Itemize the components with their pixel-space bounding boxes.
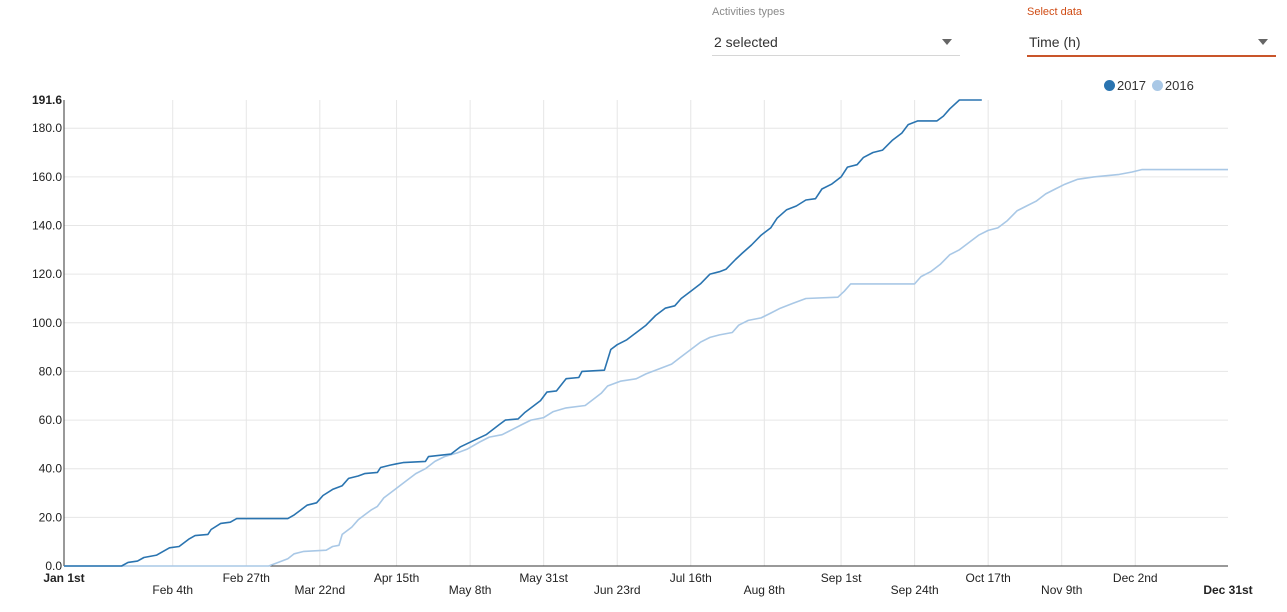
- activities-filter-label: Activities types: [712, 6, 785, 18]
- legend-marker-2016: [1151, 80, 1163, 91]
- x-tick-label: May 8th: [449, 583, 492, 597]
- legend-item-2016[interactable]: 2016: [1151, 78, 1194, 93]
- select-data-filter[interactable]: Select data Time (h): [1027, 5, 1276, 57]
- y-tick-label: 120.0: [32, 267, 62, 281]
- y-tick-label: 160.0: [32, 170, 62, 184]
- select-data-label: Select data: [1027, 6, 1083, 18]
- chevron-down-icon[interactable]: [942, 39, 952, 45]
- x-tick-label: Sep 24th: [891, 583, 939, 597]
- x-tick-label: Nov 9th: [1041, 583, 1082, 597]
- legend-label-2017: 2017: [1117, 78, 1146, 93]
- y-tick-label: 180.0: [32, 121, 62, 135]
- y-tick-label: 0.0: [45, 559, 62, 573]
- activities-select[interactable]: 2 selected: [712, 29, 960, 56]
- y-tick-label: 40.0: [39, 462, 63, 476]
- x-tick-label: Dec 2nd: [1113, 571, 1158, 585]
- chevron-down-icon[interactable]: [1258, 39, 1268, 45]
- y-tick-label: 140.0: [32, 218, 62, 232]
- y-tick-label: 100.0: [32, 316, 62, 330]
- select-data-select[interactable]: Time (h): [1027, 29, 1276, 57]
- x-tick-label: Feb 27th: [223, 571, 270, 585]
- select-data-value: Time (h): [1029, 34, 1081, 50]
- x-tick-label: Jul 16th: [670, 571, 712, 585]
- x-tick-label: Feb 4th: [152, 583, 193, 597]
- legend-item-2017[interactable]: 2017: [1104, 78, 1146, 93]
- x-tick-label: Mar 22nd: [294, 583, 345, 597]
- x-tick-label: Apr 15th: [374, 571, 419, 585]
- y-tick-label: 80.0: [39, 364, 63, 378]
- legend-marker-2017: [1104, 80, 1115, 91]
- x-tick-label: May 31st: [519, 571, 568, 585]
- legend-label-2016: 2016: [1164, 78, 1194, 93]
- y-tick-label: 191.6: [32, 93, 62, 107]
- y-tick-label: 60.0: [39, 413, 63, 427]
- series-line-2016: [64, 168, 1228, 567]
- y-tick-label: 20.0: [39, 510, 63, 524]
- activities-select-value: 2 selected: [714, 34, 778, 50]
- cumulative-time-chart: 0.0 20.0 40.0 60.0 80.0 100.0 120.0 140.0 160.0 1…: [32, 93, 1253, 597]
- series-line-2017: [64, 99, 982, 567]
- x-tick-label: Aug 8th: [744, 583, 785, 597]
- activities-filter[interactable]: Activities types 2 selected: [712, 5, 960, 56]
- x-tick-label: Jun 23rd: [594, 583, 641, 597]
- chart-legend: 2017 2016: [1104, 78, 1194, 93]
- x-tick-label: Jan 1st: [43, 571, 84, 585]
- x-tick-label: Oct 17th: [965, 571, 1010, 585]
- x-tick-label: Sep 1st: [821, 571, 862, 585]
- x-tick-label: Dec 31st: [1203, 583, 1252, 597]
